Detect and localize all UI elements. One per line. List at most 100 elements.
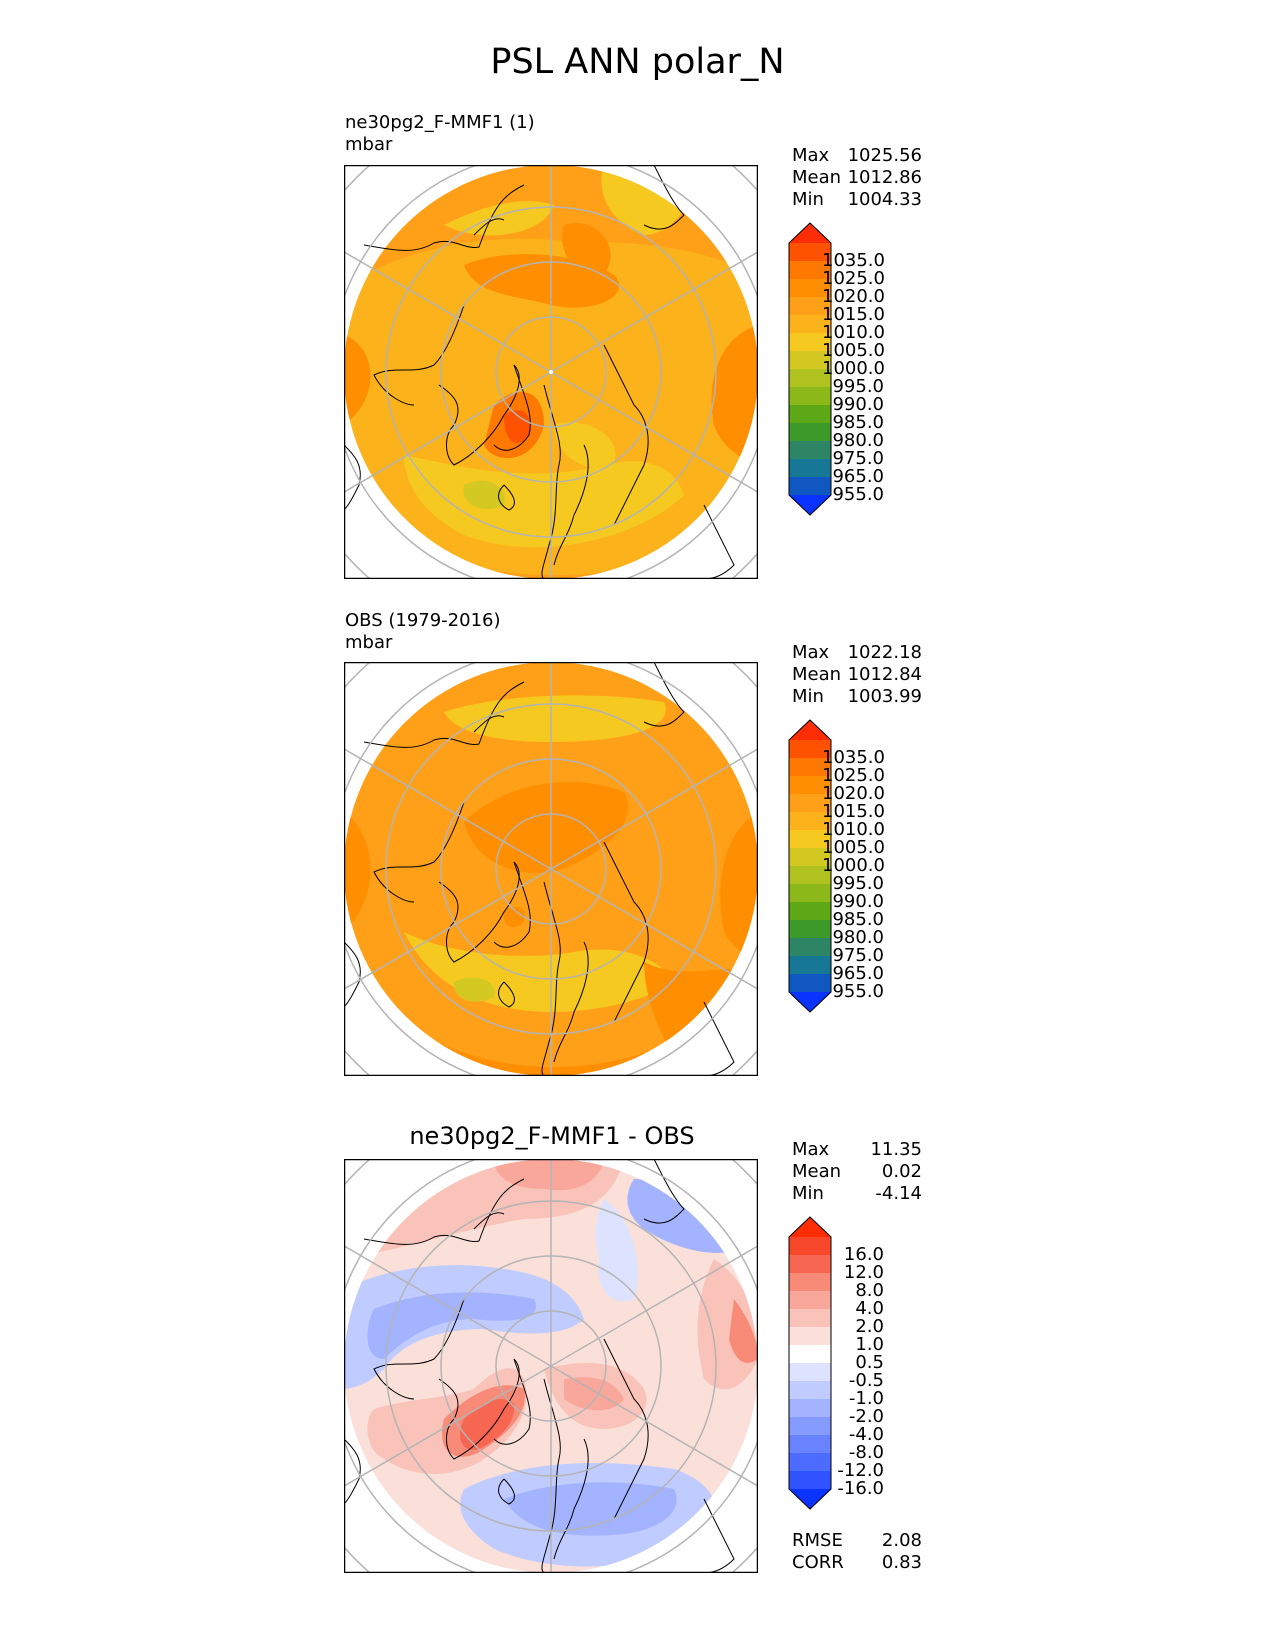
diff-stats: Max 11.35 Mean 0.02 Min -4.14 (792, 1139, 922, 1205)
test-mean-value: 1012.86 (847, 167, 922, 188)
colorbar-tick-label: 975.0 (832, 945, 884, 966)
colorbar-band (789, 776, 831, 795)
colorbar-tick-label: 4.0 (855, 1298, 884, 1319)
test-max-value: 1025.56 (847, 145, 922, 166)
ref-panel-name: OBS (1979-2016) (345, 610, 501, 631)
colorbar-band (789, 1237, 831, 1256)
colorbar-band (789, 1273, 831, 1292)
colorbar-top-extension (789, 1217, 831, 1237)
colorbar-tick-label: 2.0 (855, 1316, 884, 1337)
colorbar-band (789, 920, 831, 939)
ref-panel-units: mbar (345, 632, 393, 653)
test-stats: Max 1025.56 Mean 1012.86 Min 1004.33 (792, 145, 922, 211)
colorbar-tick-label: -0.5 (848, 1370, 884, 1391)
colorbar-tick-label: 975.0 (832, 448, 884, 469)
colorbar-band (789, 1399, 831, 1418)
colorbar-tick-label: 965.0 (832, 466, 884, 487)
colorbar-tick-label: 1010.0 (822, 819, 885, 840)
diff-rmse-corr: RMSE 2.08 CORR 0.83 (792, 1530, 922, 1574)
ref-min-label: Min (792, 686, 824, 707)
colorbar-tick-label: 990.0 (832, 891, 884, 912)
rmse-value: 2.08 (881, 1530, 922, 1551)
colorbar-band (789, 351, 831, 370)
colorbar-tick-label: 985.0 (832, 412, 884, 433)
colorbar-band (789, 1435, 831, 1454)
colorbar-outline (788, 719, 832, 1013)
colorbar-band (789, 333, 831, 352)
diff-panel-title: ne30pg2_F-MMF1 - OBS (409, 1122, 695, 1150)
ref-panel-label: OBS (1979-2016) mbar (345, 610, 501, 654)
colorbar-bottom-extension (789, 992, 831, 1012)
colorbar-tick-label: 985.0 (832, 909, 884, 930)
colorbar-band (789, 1363, 831, 1382)
colorbar-band (789, 812, 831, 831)
ref-mean-value: 1012.84 (847, 664, 922, 685)
colorbar-band (789, 441, 831, 460)
colorbar-band (789, 1381, 831, 1400)
colorbar-tick-label: 980.0 (832, 927, 884, 948)
test-min-value: 1004.33 (847, 189, 922, 210)
test-panel-units: mbar (345, 134, 393, 155)
colorbar-top-extension (789, 720, 831, 740)
colorbar-band (789, 297, 831, 316)
diff-mean-value: 0.02 (881, 1161, 922, 1182)
colorbar-band (789, 1327, 831, 1346)
colorbar-graphic (788, 719, 832, 1013)
test-coastlines (344, 165, 735, 579)
diff-mean-label: Mean (792, 1161, 842, 1182)
colorbar-band (789, 459, 831, 478)
diff-max-label: Max (792, 1139, 830, 1160)
test-mean-label: Mean (792, 167, 842, 188)
colorbar-bottom-extension (789, 1489, 831, 1509)
colorbar-band (789, 1291, 831, 1310)
colorbar-tick-label: -1.0 (848, 1388, 884, 1409)
diff-min-label: Min (792, 1183, 824, 1204)
colorbar-band (789, 1255, 831, 1274)
colorbar-tick-label: 8.0 (855, 1280, 884, 1301)
colorbar-tick-label: 955.0 (832, 484, 884, 505)
colorbar-band (789, 315, 831, 334)
colorbar-tick-label: 1025.0 (822, 268, 885, 289)
colorbar-band (789, 387, 831, 406)
colorbar-band (789, 369, 831, 388)
test-min-label: Min (792, 189, 824, 210)
ref-polar-map (344, 662, 758, 1076)
colorbar-tick-label: 1020.0 (822, 783, 885, 804)
colorbar-band (789, 956, 831, 975)
colorbar-tick-label: 1025.0 (822, 765, 885, 786)
colorbar-outline (788, 222, 832, 516)
colorbar-bottom-extension (789, 495, 831, 515)
figure-title: PSL ANN polar_N (490, 42, 785, 82)
colorbar-tick-label: -12.0 (837, 1460, 884, 1481)
ref-graticule (344, 662, 758, 1076)
colorbar-tick-label: 995.0 (832, 873, 884, 894)
colorbar-tick-label: 1000.0 (822, 358, 885, 379)
colorbar-tick-label: 1015.0 (822, 304, 885, 325)
rmse-label: RMSE (792, 1530, 843, 1551)
colorbar-top-extension (789, 223, 831, 243)
colorbar-tick-label: 1000.0 (822, 855, 885, 876)
colorbar-tick-label: 1035.0 (822, 747, 885, 768)
colorbar-graphic (788, 222, 832, 516)
colorbar-graphic (788, 1216, 832, 1510)
test-max-label: Max (792, 145, 830, 166)
colorbar-tick-label: 980.0 (832, 430, 884, 451)
colorbar-band (789, 740, 831, 759)
colorbar-tick-label: 1005.0 (822, 340, 885, 361)
colorbar-band (789, 243, 831, 262)
colorbar-band (789, 477, 831, 496)
colorbar-outline (788, 1216, 832, 1510)
colorbar-band (789, 758, 831, 777)
ref-coastlines (344, 662, 735, 1076)
corr-label: CORR (792, 1552, 844, 1573)
corr-value: 0.83 (881, 1552, 922, 1573)
colorbar-tick-label: -4.0 (848, 1424, 884, 1445)
test-panel-label: ne30pg2_F-MMF1 (1) mbar (345, 112, 535, 156)
colorbar-band (789, 794, 831, 813)
diff-min-value: -4.14 (875, 1183, 922, 1204)
colorbar-tick-label: -2.0 (848, 1406, 884, 1427)
diff-polar-map (344, 1159, 758, 1573)
colorbar-band (789, 974, 831, 993)
diff-graticule (344, 1159, 758, 1573)
colorbar-tick-label: 990.0 (832, 394, 884, 415)
